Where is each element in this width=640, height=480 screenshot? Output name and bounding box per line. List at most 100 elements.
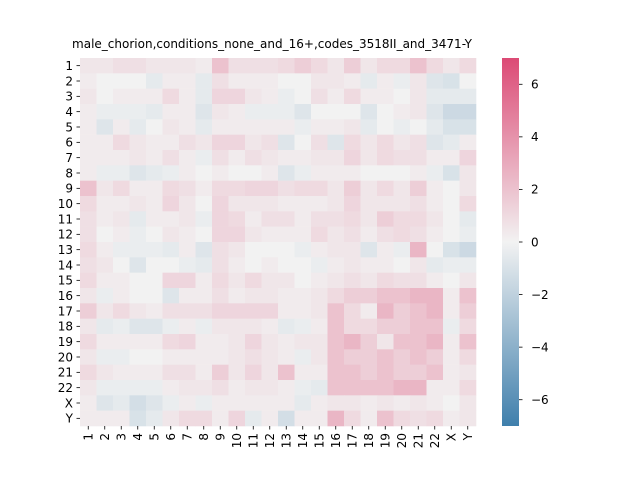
x-tick-label: 3 bbox=[115, 433, 129, 441]
heatmap-cell bbox=[261, 58, 279, 74]
heatmap-cell bbox=[377, 318, 394, 335]
heatmap-cell bbox=[261, 380, 279, 396]
heatmap-cell bbox=[278, 211, 295, 227]
y-tick-label: 3 bbox=[65, 90, 73, 104]
heatmap-cell bbox=[245, 257, 262, 273]
heatmap-cell bbox=[311, 150, 328, 166]
heatmap-cell bbox=[294, 211, 312, 227]
heatmap-cell bbox=[162, 119, 180, 135]
heatmap-cell bbox=[459, 104, 477, 120]
heatmap-cell bbox=[311, 104, 328, 120]
heatmap-cell bbox=[393, 272, 411, 289]
heatmap-cell bbox=[179, 380, 196, 396]
heatmap-cell bbox=[80, 150, 97, 166]
heatmap-cell bbox=[113, 196, 130, 212]
heatmap-cell bbox=[179, 364, 196, 381]
heatmap-cell bbox=[327, 165, 345, 181]
colorbar-tick-label: −4 bbox=[531, 340, 549, 354]
heatmap-cell bbox=[162, 211, 180, 227]
heatmap-cell bbox=[162, 257, 180, 273]
heatmap-cell bbox=[311, 364, 328, 381]
heatmap-cell bbox=[393, 73, 411, 89]
heatmap-cell bbox=[360, 73, 378, 89]
heatmap-cell bbox=[426, 318, 444, 335]
heatmap-cell bbox=[311, 211, 328, 227]
y-tick-label: 1 bbox=[65, 59, 73, 73]
x-tick-label: 14 bbox=[296, 433, 310, 448]
heatmap-cell bbox=[96, 410, 114, 427]
heatmap-cell bbox=[96, 288, 114, 304]
heatmap-cell bbox=[278, 349, 295, 365]
heatmap-cell bbox=[311, 196, 328, 212]
heatmap-cell bbox=[443, 58, 460, 74]
heatmap-cell bbox=[327, 303, 345, 319]
x-tick-label: X bbox=[445, 433, 459, 441]
heatmap-cell bbox=[162, 272, 180, 289]
heatmap-cell bbox=[311, 272, 328, 289]
heatmap-cell bbox=[459, 196, 477, 212]
heatmap-cell bbox=[113, 272, 130, 289]
heatmap-cell bbox=[228, 119, 246, 135]
heatmap-cell bbox=[146, 349, 163, 365]
heatmap-cell bbox=[245, 272, 262, 289]
heatmap-cell bbox=[228, 180, 246, 197]
heatmap-cell bbox=[344, 165, 361, 181]
heatmap-cell bbox=[377, 58, 394, 74]
heatmap-cell bbox=[146, 196, 163, 212]
heatmap-cell bbox=[113, 257, 130, 273]
heatmap-cell bbox=[278, 88, 295, 105]
heatmap-cell bbox=[344, 242, 361, 258]
heatmap-cell bbox=[344, 150, 361, 166]
heatmap-cell bbox=[146, 395, 163, 411]
heatmap-cell bbox=[327, 88, 345, 105]
heatmap-cell bbox=[410, 395, 427, 411]
heatmap-cell bbox=[344, 288, 361, 304]
heatmap-cell bbox=[278, 180, 295, 197]
heatmap-cell bbox=[393, 180, 411, 197]
heatmap-cell bbox=[426, 119, 444, 135]
x-tick-label: 18 bbox=[362, 433, 376, 448]
heatmap-cell bbox=[80, 242, 97, 258]
heatmap-cell bbox=[245, 349, 262, 365]
heatmap-cell bbox=[212, 395, 229, 411]
heatmap-cell bbox=[294, 73, 312, 89]
heatmap-cell bbox=[195, 165, 213, 181]
heatmap-cell bbox=[459, 58, 477, 74]
heatmap-cell bbox=[195, 196, 213, 212]
heatmap-cell bbox=[410, 119, 427, 135]
heatmap-cell bbox=[162, 349, 180, 365]
heatmap-cell bbox=[146, 104, 163, 120]
heatmap-cell bbox=[162, 134, 180, 151]
heatmap-cell bbox=[228, 165, 246, 181]
heatmap-cell bbox=[327, 226, 345, 243]
heatmap-cell bbox=[294, 196, 312, 212]
heatmap-cell bbox=[212, 257, 229, 273]
heatmap-cell bbox=[426, 196, 444, 212]
heatmap-cell bbox=[146, 58, 163, 74]
heatmap-cell bbox=[410, 364, 427, 381]
heatmap-cell bbox=[245, 58, 262, 74]
heatmap-cell bbox=[459, 119, 477, 135]
heatmap-cell bbox=[294, 88, 312, 105]
heatmap-cell bbox=[245, 242, 262, 258]
heatmap-cell bbox=[327, 134, 345, 151]
heatmap-cell bbox=[113, 211, 130, 227]
heatmap-cell bbox=[129, 165, 147, 181]
heatmap-cell bbox=[129, 104, 147, 120]
heatmap-cell bbox=[459, 150, 477, 166]
heatmap-cell bbox=[146, 303, 163, 319]
heatmap-cell bbox=[294, 364, 312, 381]
heatmap-cell bbox=[113, 242, 130, 258]
heatmap-cell bbox=[393, 349, 411, 365]
heatmap-cell bbox=[212, 364, 229, 381]
y-tick-label: 5 bbox=[65, 120, 73, 134]
heatmap-cell bbox=[410, 288, 427, 304]
heatmap-cell bbox=[129, 272, 147, 289]
heatmap-cell bbox=[327, 180, 345, 197]
heatmap-cell bbox=[261, 349, 279, 365]
heatmap-cell bbox=[426, 226, 444, 243]
heatmap-cell bbox=[80, 104, 97, 120]
heatmap-cell bbox=[377, 303, 394, 319]
heatmap-cell bbox=[195, 134, 213, 151]
heatmap-cell bbox=[113, 119, 130, 135]
